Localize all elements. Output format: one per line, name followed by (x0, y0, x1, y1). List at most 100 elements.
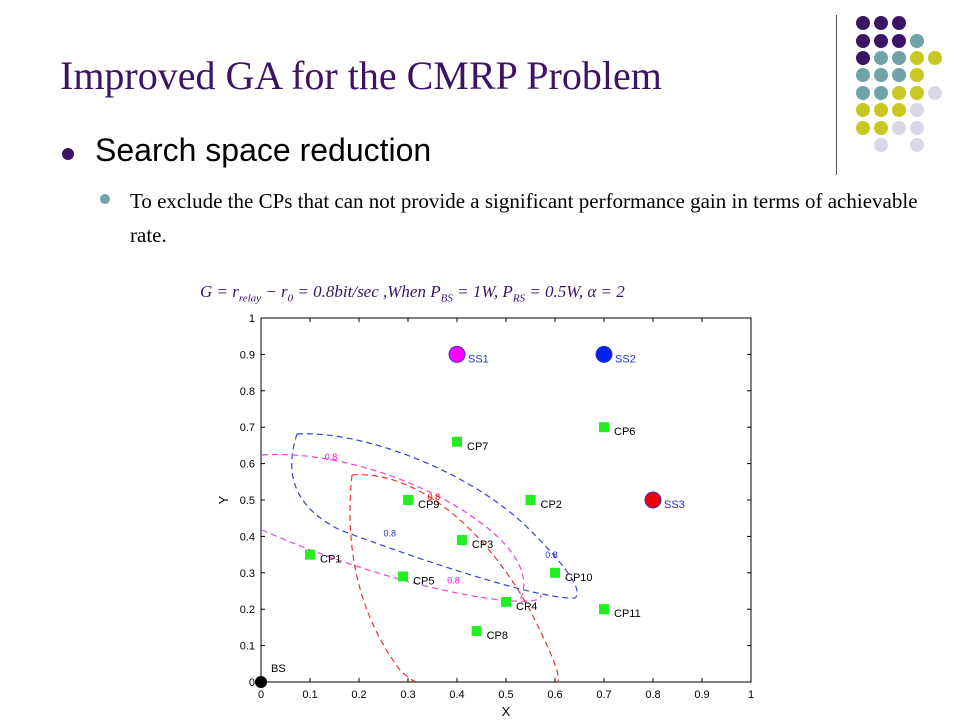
x-tick-label: 0.5 (498, 689, 513, 701)
decoration-dot (874, 34, 888, 48)
candidate-point (403, 495, 413, 505)
bullet-text: Search space reduction (95, 132, 432, 168)
x-axis-label: X (502, 704, 511, 719)
candidate-point (525, 495, 536, 505)
decoration-dot (910, 103, 924, 117)
contour-label: 0.8 (325, 452, 338, 462)
decoration-dot (856, 34, 870, 48)
decoration-dot (910, 51, 924, 65)
x-tick-label: 0.8 (645, 689, 660, 701)
decoration-dot (874, 103, 888, 117)
y-tick-label: 1 (249, 313, 255, 325)
decoration-divider (836, 15, 837, 175)
y-axis-label: Y (216, 495, 231, 504)
candidate-point (471, 626, 482, 637)
formula-g: G = r (200, 282, 239, 301)
decoration-dot (892, 51, 906, 65)
formula-rs-value: = 0.5W, α = 2 (525, 282, 625, 301)
y-tick-label: 0.4 (240, 531, 255, 543)
subscriber-station-label: SS3 (664, 499, 685, 511)
x-tick-label: 0 (258, 689, 264, 701)
candidate-point-label: CP5 (413, 575, 434, 587)
decoration-dot (856, 121, 870, 135)
decoration-dot (874, 16, 888, 30)
decoration-dot (910, 34, 924, 48)
candidate-point-label: CP3 (472, 539, 493, 551)
decoration-dot (928, 51, 942, 65)
subscriber-station-label: SS2 (615, 353, 636, 365)
decoration-dot (874, 68, 888, 82)
subscriber-station-label: SS1 (468, 353, 489, 365)
y-tick-label: 0.6 (240, 459, 255, 471)
formula: G = rrelay − r0 = 0.8bit/sec ,When PBS =… (200, 282, 625, 304)
decoration-dot (892, 121, 906, 135)
y-tick-label: 0.5 (240, 495, 255, 507)
decoration-dot (892, 103, 906, 117)
candidate-point-label: CP8 (487, 630, 508, 642)
candidate-point-label: CP7 (467, 441, 488, 453)
decoration-dot (856, 16, 870, 30)
contour-label: 0.8 (428, 492, 441, 502)
formula-minus: − r (261, 282, 288, 301)
candidate-point (456, 535, 467, 546)
contour-label: 0.8 (545, 550, 558, 560)
candidate-point-label: CP10 (565, 572, 593, 584)
candidate-point-label: CP2 (541, 499, 562, 511)
candidate-point-label: CP4 (516, 601, 537, 613)
y-tick-label: 0 (249, 677, 255, 689)
decoration-dot (910, 68, 924, 82)
contour-label: 0.8 (384, 528, 397, 538)
contour-magenta-lower (261, 529, 542, 602)
candidate-point (305, 549, 315, 560)
contour-label: 0.8 (447, 576, 460, 586)
decoration-dot (874, 86, 888, 100)
candidate-point (599, 422, 609, 433)
x-tick-label: 0.4 (449, 689, 464, 701)
formula-eq: = 0.8bit/sec ,When P (293, 282, 441, 301)
candidate-point (501, 596, 511, 607)
subscriber-station (644, 491, 662, 509)
contour-magenta-upper (261, 453, 525, 601)
sub-bullet-dot (100, 194, 110, 204)
formula-bs-subscript: BS (440, 292, 453, 305)
formula-rs-subscript: RS (512, 292, 526, 305)
x-tick-label: 1 (748, 689, 754, 701)
y-tick-label: 0.7 (240, 422, 255, 434)
base-station (255, 676, 267, 688)
x-tick-label: 0.6 (547, 689, 562, 701)
decoration-dot (910, 86, 924, 100)
decoration-dot (892, 16, 906, 30)
x-tick-label: 0.9 (694, 689, 709, 701)
slide-title: Improved GA for the CMRP Problem (60, 53, 662, 98)
candidate-point (452, 436, 462, 447)
candidate-point (550, 567, 560, 578)
chart-marks: 0.8 0.8 0.8 0.8 0.8 CP1 CP2 CP3 CP4 CP5 CP6 CP7 CP8 C… (255, 345, 685, 688)
decoration-dot (892, 68, 906, 82)
decoration-dot (856, 68, 870, 82)
decoration-dot (874, 51, 888, 65)
axes: 0 0.1 0.2 0.3 0.4 0.5 0.6 0.7 0.8 0.9 100.10.20.30… (240, 313, 754, 701)
candidate-point-label: CP9 (418, 499, 439, 511)
y-tick-label: 0.8 (240, 386, 255, 398)
x-tick-label: 0.7 (596, 689, 611, 701)
y-tick-label: 0.3 (240, 568, 255, 580)
sub-bullet-text: To exclude the CPs that can not provide … (130, 189, 918, 247)
candidate-point-label: CP11 (614, 608, 641, 620)
formula-relay-subscript: relay (238, 292, 262, 305)
decoration-dot (928, 86, 942, 100)
y-tick-label: 0.2 (240, 604, 255, 616)
base-station-label: BS (271, 663, 286, 675)
candidate-point-label: CP6 (614, 426, 635, 438)
decoration-dot (892, 86, 906, 100)
decoration-dot (874, 121, 888, 135)
candidate-point (398, 571, 409, 582)
decoration-dot (856, 51, 870, 65)
x-tick-label: 0.3 (400, 689, 415, 701)
decoration-dot (874, 138, 888, 152)
decoration-dot (856, 86, 870, 100)
x-tick-label: 0.2 (351, 689, 366, 701)
decoration-dot (892, 34, 906, 48)
contour-blue (291, 433, 578, 599)
subscriber-station (595, 345, 613, 363)
